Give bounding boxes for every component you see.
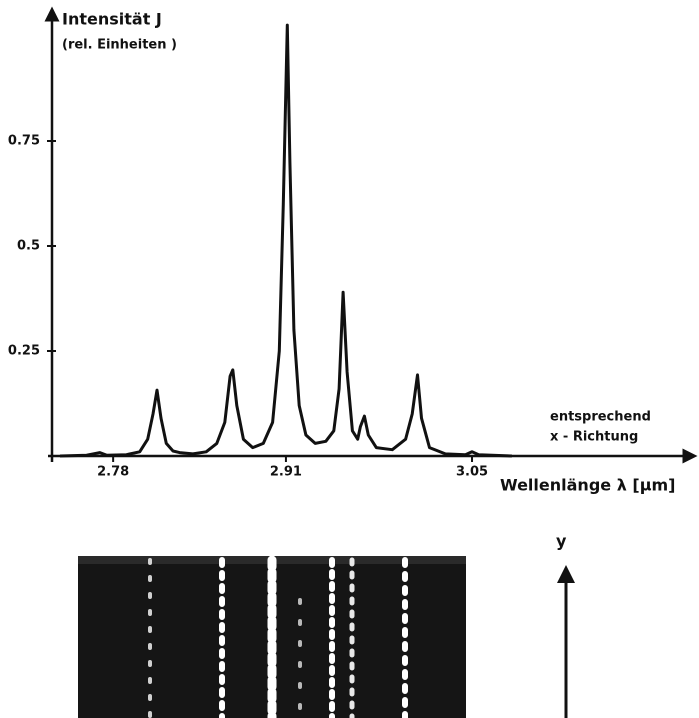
photo (78, 555, 466, 718)
chart-subtitle: (rel. Einheiten ) (62, 38, 177, 53)
x-axis-label: Wellenlänge λ [µm] (500, 476, 675, 495)
x-tick-label: 3.05 (456, 465, 488, 480)
annotation: x - Richtung (550, 430, 638, 445)
y-tick-label: 0.25 (8, 344, 40, 359)
x-tick-label: 2.78 (97, 465, 129, 480)
y-tick-label: 0.5 (17, 239, 40, 254)
x-tick-label: 2.91 (270, 465, 302, 480)
y-tick-label: 0.75 (8, 134, 40, 149)
annotation: entsprechend (550, 410, 651, 425)
chart-title: Intensität J (62, 10, 162, 29)
annotation: y (556, 532, 567, 551)
spectrum-line (59, 23, 512, 458)
